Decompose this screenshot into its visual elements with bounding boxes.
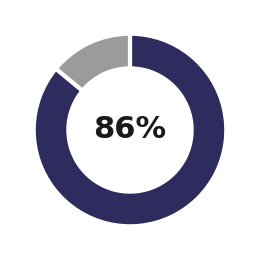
Text: 86%: 86%	[93, 115, 167, 145]
Wedge shape	[56, 34, 130, 91]
Wedge shape	[34, 34, 226, 226]
